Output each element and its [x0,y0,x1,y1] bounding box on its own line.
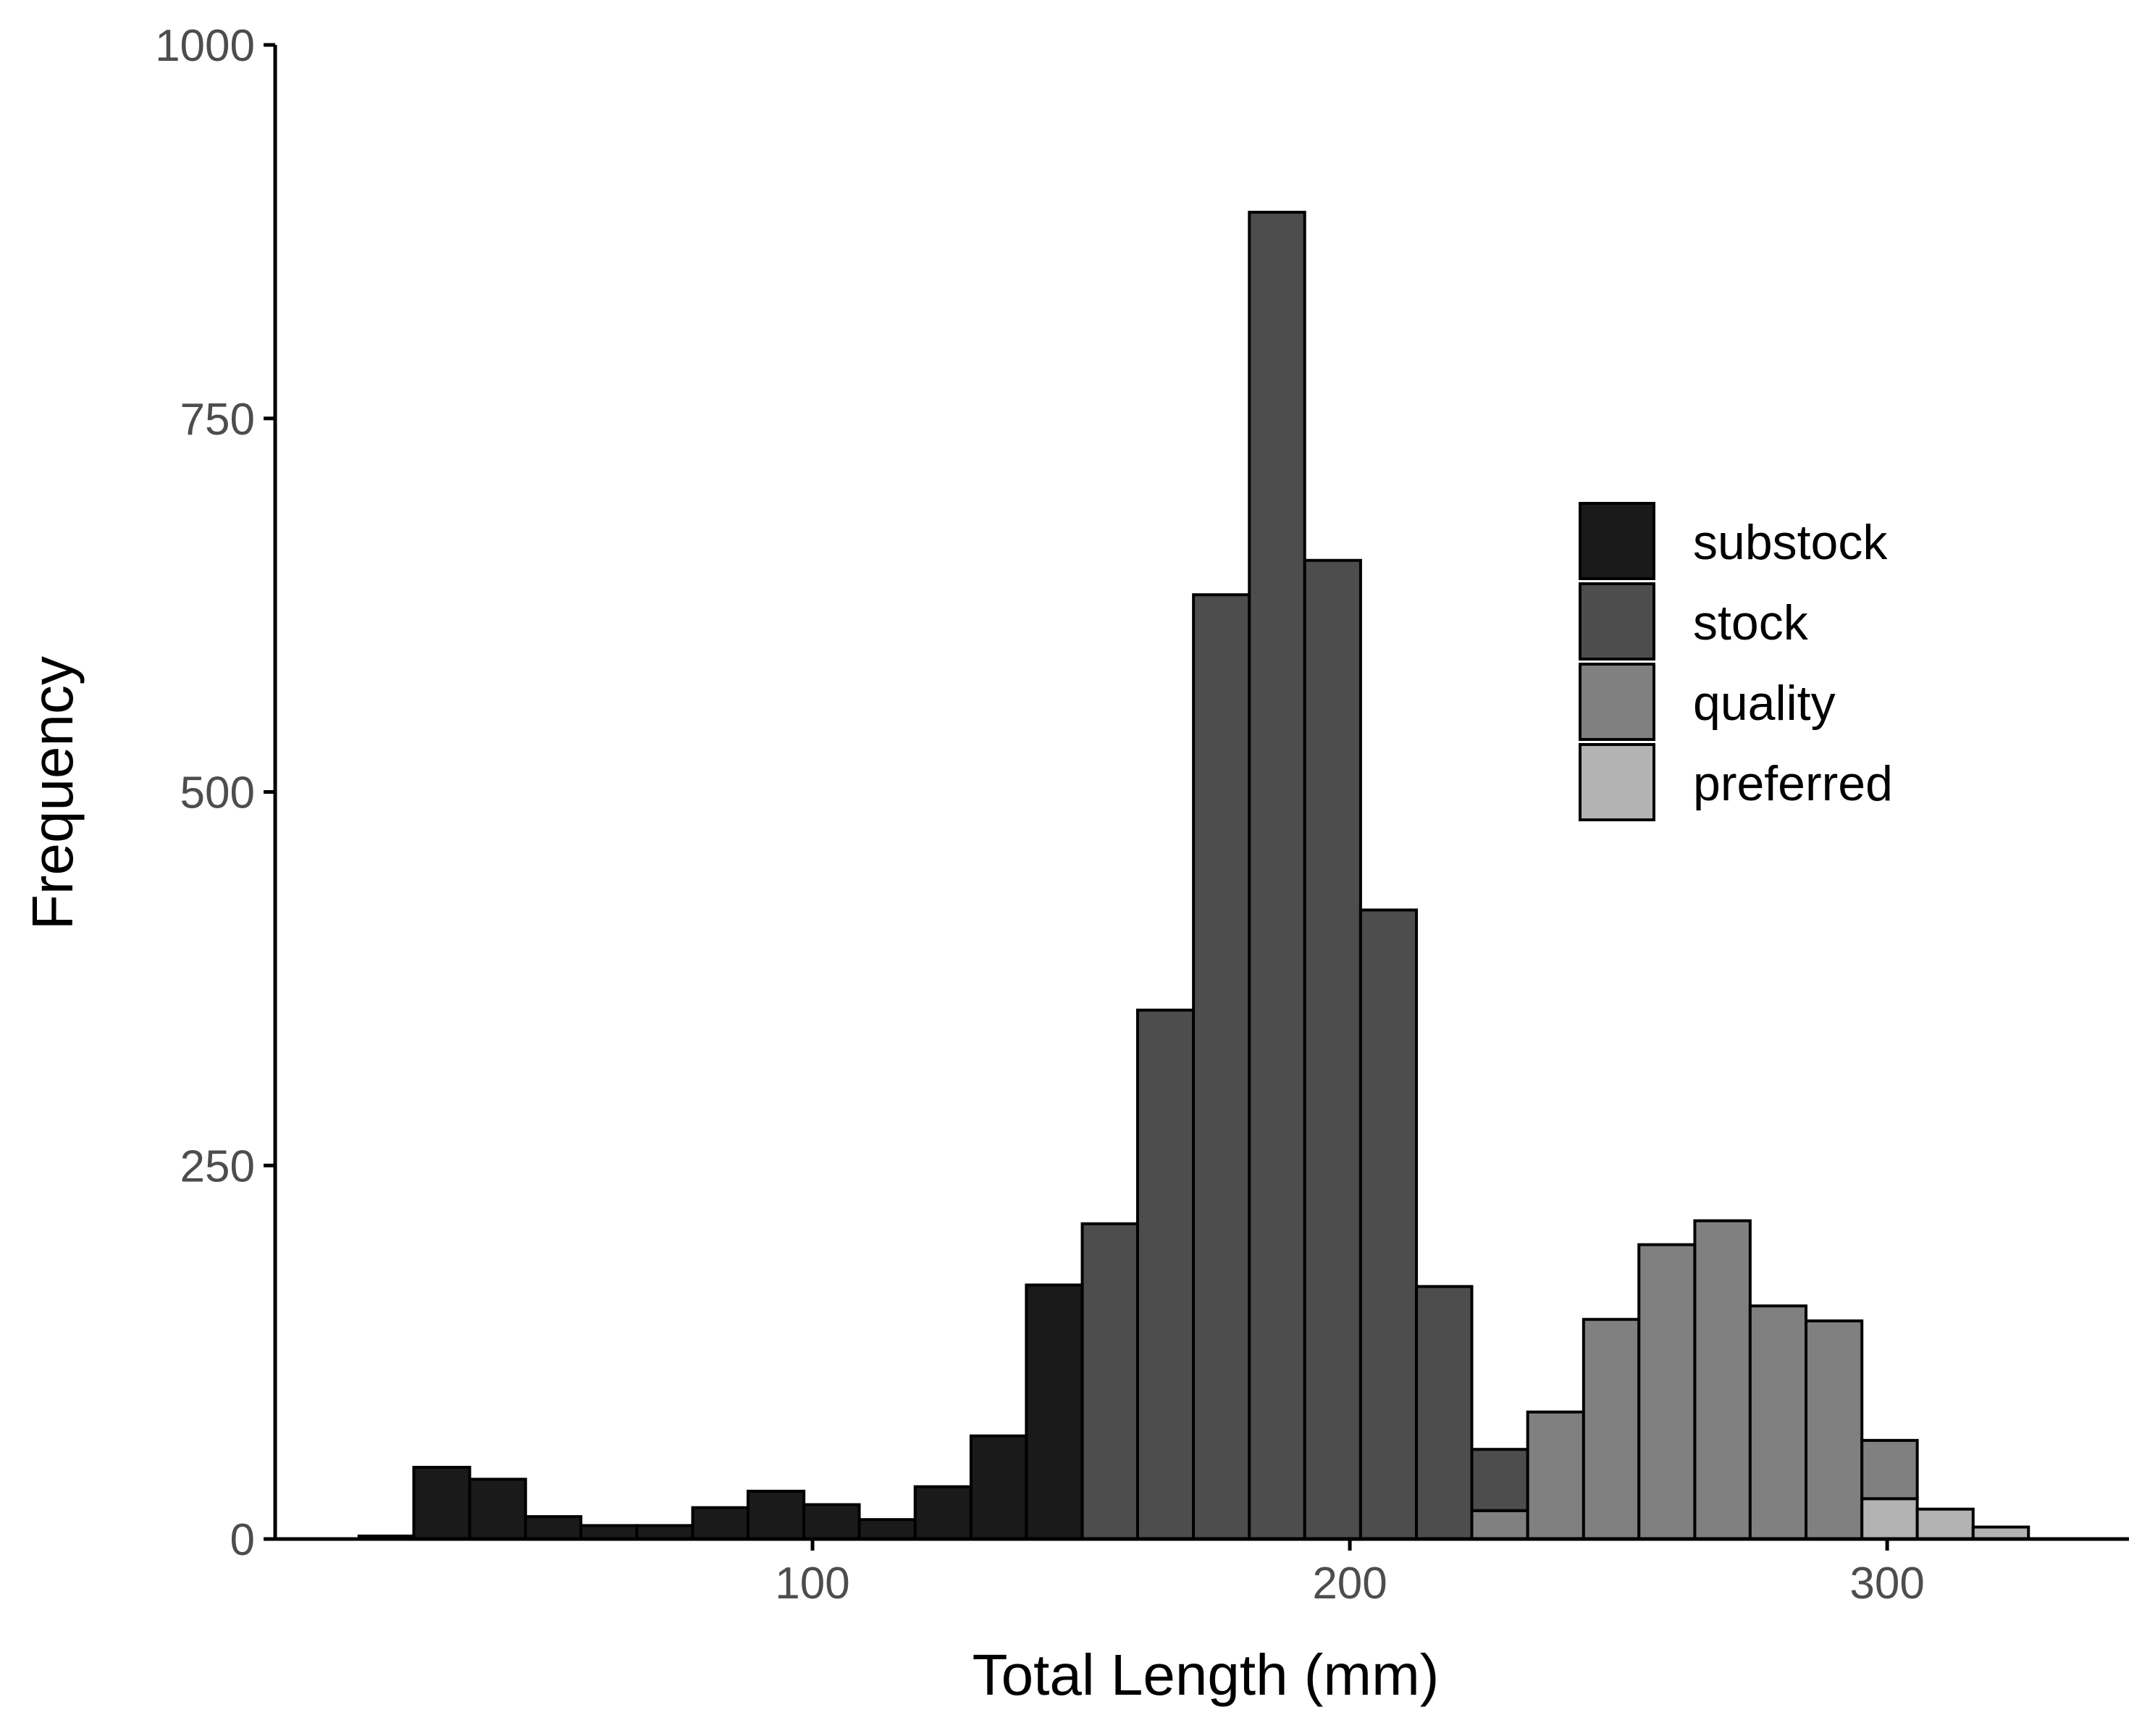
bar-quality-22 [1582,1317,1641,1540]
bar-substock-11 [969,1434,1028,1540]
bar-quality-26 [1805,1319,1864,1540]
bar-substock-10 [913,1485,973,1540]
histogram-bars [357,211,2030,1541]
y-tick-label: 0 [230,1515,255,1565]
bar-stock-16 [1248,211,1306,1540]
bar-stock-14 [1135,1008,1196,1540]
legend-key-preferred [1579,743,1655,821]
bar-preferred-28 [1915,1507,1975,1540]
bar-stock-17 [1303,558,1362,1540]
bar-quality-21 [1526,1410,1585,1541]
x-axis-title: Total Length (mm) [973,1643,1440,1707]
bar-substock-2 [468,1477,527,1540]
legend-key-substock [1579,502,1655,580]
bar-substock-9 [857,1518,917,1540]
bar-stock-20 [1470,1448,1529,1512]
y-tick-label: 750 [180,395,255,445]
x-axis: 100 200 300 [274,1537,2129,1609]
bar-substock-4 [579,1524,639,1541]
bar-preferred-27 [1860,1497,1919,1541]
bar-substock-1 [412,1465,471,1540]
y-axis-title: Frequency [20,656,85,930]
bar-stock-19 [1415,1285,1474,1541]
x-tick-label: 100 [775,1559,849,1609]
bar-substock-3 [524,1515,583,1540]
bar-stock-15 [1192,593,1251,1541]
x-tick-label: 200 [1312,1559,1387,1609]
bar-quality-24 [1693,1219,1752,1541]
bar-substock-8 [802,1503,861,1541]
legend: substock stock quality preferred [1579,502,1893,821]
bar-quality-25 [1748,1304,1808,1540]
bar-substock-7 [746,1489,806,1540]
legend-label-substock: substock [1693,515,1888,570]
legend-label-stock: stock [1693,595,1809,650]
legend-label-preferred: preferred [1693,756,1893,811]
legend-key-stock [1579,582,1655,661]
y-tick-label: 250 [180,1141,255,1191]
bar-quality-23 [1637,1243,1697,1540]
legend-key-quality [1579,663,1655,741]
bar-quality-20 [1470,1509,1529,1540]
bar-substock-5 [635,1524,694,1541]
y-tick-label: 500 [180,768,255,818]
x-tick-label: 300 [1849,1559,1924,1609]
y-axis: 0 250 500 750 1000 [155,21,277,1565]
bar-stock-18 [1358,908,1419,1541]
y-tick-label: 1000 [155,21,255,71]
bar-substock-12 [1025,1283,1084,1541]
bar-substock-6 [691,1506,749,1540]
bar-quality-27 [1860,1438,1919,1501]
bar-stock-13 [1080,1222,1139,1541]
legend-label-quality: quality [1693,676,1836,731]
